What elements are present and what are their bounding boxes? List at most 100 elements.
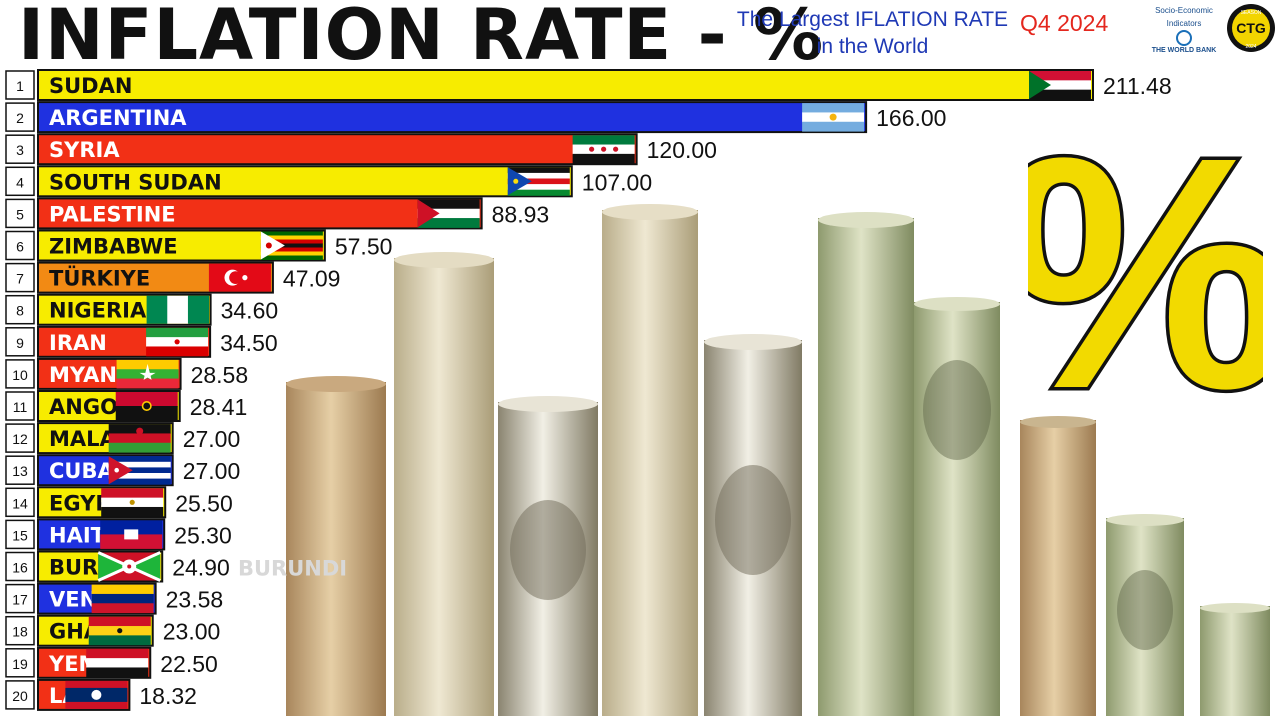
ctg-season-logo: SEASON CTG 2024 <box>1227 4 1275 52</box>
category-label: ARGENTINA <box>49 106 187 130</box>
money-roll-9 <box>1106 514 1184 716</box>
rank-number: 13 <box>12 463 28 479</box>
rank-box <box>5 391 35 421</box>
rank-number: 20 <box>12 688 28 704</box>
category-label: PALESTINE <box>49 202 176 226</box>
bar <box>37 101 868 134</box>
myanmar-flag <box>116 359 179 389</box>
rank-box <box>5 102 35 132</box>
value-label: 27.00 <box>183 426 241 452</box>
category-label: HAITI <box>49 523 113 547</box>
money-roll-2 <box>394 252 494 716</box>
value-label: 23.58 <box>166 587 224 613</box>
value-label: 57.50 <box>335 234 393 260</box>
zimbabwe-flag <box>260 231 323 260</box>
sudan-flag <box>1029 71 1091 100</box>
category-label: BURUNDI <box>49 556 158 580</box>
wb-logo-line-2: Indicators <box>1166 19 1202 28</box>
ghost-label: BURUNDI <box>238 557 347 581</box>
bar <box>37 165 573 198</box>
rank-number: 9 <box>16 335 24 351</box>
rank-number: 18 <box>12 624 28 640</box>
value-label: 107.00 <box>582 169 652 195</box>
money-roll-1 <box>286 376 386 716</box>
rank-box <box>5 230 35 261</box>
category-label: EGYPT <box>49 491 126 515</box>
value-label: 28.58 <box>191 362 249 388</box>
rank-box <box>5 551 35 582</box>
venezuela-flag <box>91 584 154 614</box>
category-label: GHANA <box>49 620 135 644</box>
rank-box <box>5 648 35 678</box>
bar-row: 18 GHANA 23.00 <box>5 614 220 647</box>
rank-box <box>5 680 35 710</box>
rank-box <box>5 166 35 197</box>
bar-row: 16 BURUNDI 24.90 <box>5 550 230 583</box>
category-label: YEMEN <box>48 652 131 676</box>
category-label: MALAWI <box>49 427 146 451</box>
rank-box <box>5 423 35 453</box>
bar-row: 7 TÜRKIYE 47.09 <box>5 261 340 294</box>
rank-number: 10 <box>12 367 28 383</box>
category-label: SUDAN <box>49 74 132 98</box>
value-label: 28.41 <box>190 394 248 420</box>
bar-row: 9 IRAN 34.50 <box>5 325 278 358</box>
syria-flag <box>572 135 635 164</box>
rank-number: 14 <box>12 495 28 511</box>
bar-row: 19 YEMEN 22.50 <box>5 646 218 679</box>
money-roll-7 <box>914 297 1000 716</box>
bar-row: 4 SOUTH SUDAN 107.00 <box>5 165 652 198</box>
bar-row: 1 SUDAN 211.48 <box>5 69 1172 101</box>
cuba-flag <box>108 456 171 485</box>
rank-box <box>5 615 35 646</box>
category-label: CUBA <box>49 459 114 483</box>
bar-row: 5 PALESTINE 88.93 <box>5 197 550 230</box>
iran-flag <box>146 327 209 357</box>
chart-subtitle: The Largest IFLATION RATE in the World <box>735 6 1010 60</box>
bar-row: 6 ZIMBABWE 57.50 <box>5 229 393 262</box>
egypt-flag <box>101 488 164 517</box>
value-label: 25.30 <box>174 522 232 548</box>
rank-number: 1 <box>16 78 24 94</box>
rank-box <box>5 70 35 100</box>
rank-number: 16 <box>12 560 28 576</box>
bar-row: 13 CUBA 27.00 <box>5 454 241 487</box>
rank-box <box>5 134 35 164</box>
value-label: 18.32 <box>139 683 197 709</box>
bar-row: 11 ANGOLA 28.41 <box>5 390 248 422</box>
ctg-logo-bottom: 2024 <box>1245 44 1256 50</box>
bar <box>37 133 638 166</box>
value-label: 22.50 <box>160 651 218 677</box>
rank-box <box>5 198 35 229</box>
category-label: IRAN <box>49 331 107 355</box>
money-roll-5 <box>704 334 802 716</box>
rank-number: 12 <box>12 431 28 447</box>
value-label: 120.00 <box>647 137 717 163</box>
page-title: INFLATION RATE - % <box>18 0 825 76</box>
malawi-flag <box>108 424 171 453</box>
bar-row: 10 MYANMAR 28.58 <box>5 357 249 390</box>
ctg-logo-top: SEASON <box>1241 10 1262 16</box>
argentina-flag <box>802 103 865 132</box>
value-label: 27.00 <box>183 458 241 484</box>
bar-row: 20 LAOS 18.32 <box>5 678 197 711</box>
category-label: ZIMBABWE <box>49 235 178 259</box>
ghana-flag <box>88 616 151 646</box>
bar-row: 8 NIGERIA 34.60 <box>5 293 279 326</box>
value-label: 88.93 <box>492 201 550 227</box>
bar-row: 15 HAITI 25.30 <box>5 518 232 551</box>
money-roll-6 <box>818 212 914 716</box>
percent-symbol-graphic: % <box>1028 115 1263 405</box>
value-label: 34.60 <box>221 298 279 324</box>
category-label: TÜRKIYE <box>49 266 150 291</box>
wb-logo-line-1: Socio-Economic <box>1155 6 1213 15</box>
haiti-flag <box>100 520 163 549</box>
nigeria-flag <box>146 295 210 324</box>
rank-box <box>5 583 35 614</box>
percent-symbol-text: % <box>1028 115 1263 405</box>
category-label: SYRIA <box>49 138 120 162</box>
value-label: 24.90 <box>172 555 230 581</box>
palestine-flag <box>417 199 480 228</box>
money-roll-8 <box>1020 416 1096 716</box>
subtitle-line-1: The Largest IFLATION RATE <box>736 8 1009 31</box>
